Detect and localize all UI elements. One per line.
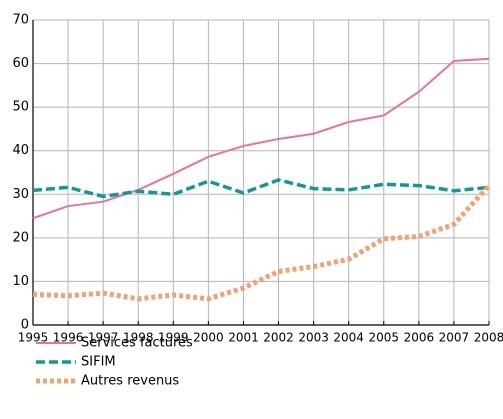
legend-label: SIFIM	[81, 355, 116, 370]
legend-label: Services facturés	[81, 336, 193, 351]
y-tick-label: 10	[12, 274, 29, 289]
y-tick-label: 40	[12, 143, 29, 158]
x-tick-label: 1998	[123, 331, 154, 345]
x-tick-label: 2002	[263, 331, 294, 345]
y-tick-label: 50	[12, 100, 29, 115]
series-line	[32, 183, 491, 302]
series-line	[32, 178, 490, 199]
series-line	[32, 57, 490, 220]
x-tick-label: 1996	[53, 331, 84, 345]
y-tick-label: 70	[12, 13, 29, 28]
x-tick-label: 2007	[439, 331, 470, 345]
x-tick-label: 1999	[158, 331, 189, 345]
y-tick-label: 60	[12, 56, 29, 71]
x-tick-label: 2005	[368, 331, 399, 345]
y-tick-label: 20	[12, 230, 29, 245]
x-tick-label: 2003	[298, 331, 329, 345]
x-tick-label: 2000	[193, 331, 224, 345]
x-tick-label: 2006	[404, 331, 435, 345]
x-tick-label: 2001	[228, 331, 259, 345]
x-tick-label: 2004	[333, 331, 364, 345]
x-tick-label: 1997	[88, 331, 119, 345]
y-tick-label: 0	[21, 318, 29, 333]
x-tick-label: 2008	[474, 331, 503, 345]
y-tick-label: 30	[12, 187, 29, 202]
x-tick-label: 1995	[18, 331, 49, 345]
legend-label: Autres revenus	[81, 374, 179, 389]
